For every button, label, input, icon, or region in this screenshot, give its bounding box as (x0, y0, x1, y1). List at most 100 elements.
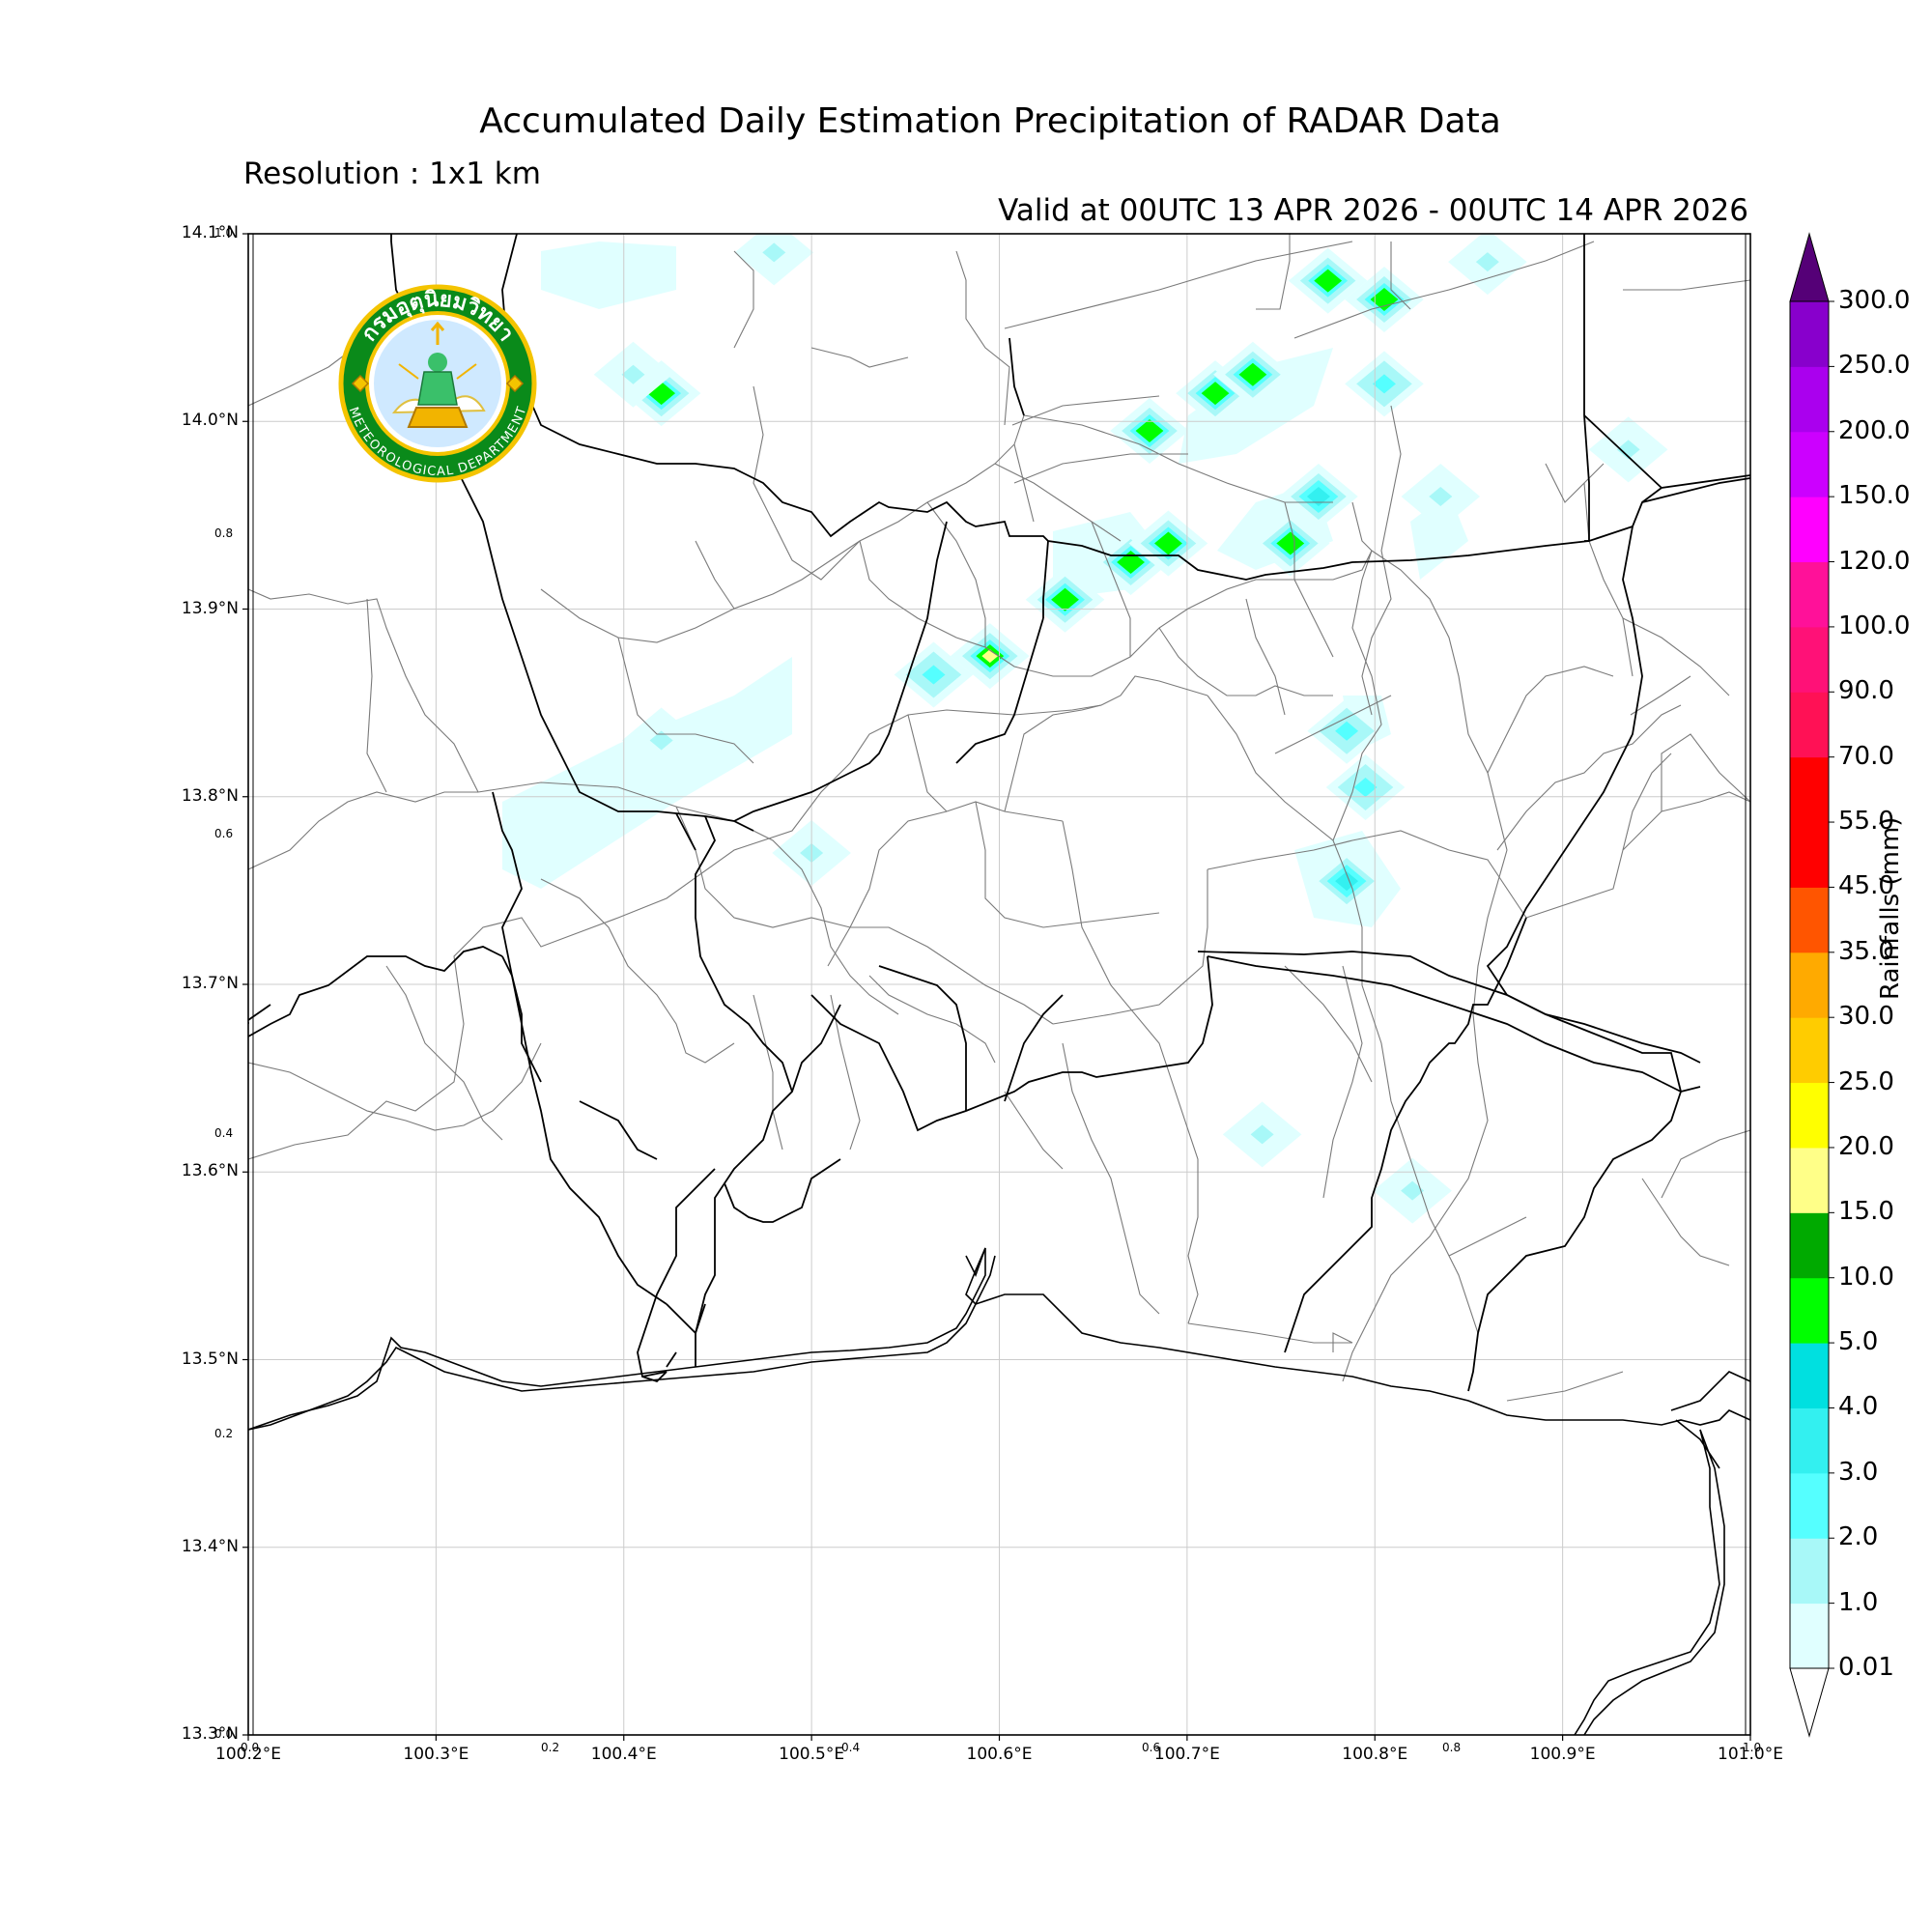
lon-label: 100.4°E (590, 1745, 657, 1764)
colorbar-level-label: 5.0 (1838, 1327, 1879, 1357)
colorbar-level-label: 25.0 (1838, 1066, 1894, 1096)
lon-label: 101.0°E (1718, 1745, 1783, 1764)
colorbar-segment (1790, 756, 1829, 823)
rain-cell (1141, 423, 1158, 438)
colorbar-level-label: 55.0 (1838, 807, 1894, 837)
inner-y-tick: 0.0 (214, 1727, 234, 1741)
inner-x-tick: 0.6 (1142, 1741, 1161, 1754)
colorbar-segment (1790, 692, 1829, 758)
rain-cell (1475, 252, 1499, 272)
rain-cell (1616, 440, 1640, 460)
colorbar-segment (1790, 366, 1829, 433)
colorbar-level-label: 300.0 (1838, 286, 1911, 315)
lat-label: 13.9°N (181, 598, 239, 618)
colorbar-segment (1790, 1603, 1829, 1669)
colorbar-level-label: 4.0 (1838, 1392, 1879, 1422)
rain-layer (502, 234, 1668, 1224)
inner-x-tick: 0.8 (1442, 1741, 1462, 1754)
colorbar-level-label: 1.0 (1838, 1587, 1879, 1617)
colorbar-segment (1790, 822, 1829, 888)
colorbar-level-label: 150.0 (1838, 481, 1911, 511)
inner-x-tick: 0.0 (241, 1741, 260, 1754)
lat-label: 13.8°N (181, 785, 239, 806)
colorbar-under (1789, 1667, 1830, 1738)
colorbar-segment (1790, 497, 1829, 563)
colorbar-level-label: 70.0 (1838, 741, 1894, 771)
drizzle-area (1179, 348, 1333, 464)
colorbar-segment (1790, 952, 1829, 1018)
rain-cell (1372, 374, 1396, 394)
drizzle-area (502, 657, 792, 889)
lon-label: 100.3°E (403, 1745, 469, 1764)
district-boundaries (248, 234, 1750, 1402)
drizzle-area (541, 242, 676, 309)
colorbar-segment (1790, 1277, 1829, 1344)
rain-cell (1244, 367, 1262, 382)
colorbar-segment (1790, 561, 1829, 628)
rain-cell (1401, 1180, 1425, 1201)
rain-cell (649, 730, 673, 751)
rain-cell (762, 242, 786, 263)
colorbar-segment (1790, 887, 1829, 953)
tmd-logo: กรมอุตุนิยมวิทยา METEOROLOGICAL DEPARTME… (338, 284, 537, 483)
colorbar (1789, 232, 1834, 1738)
colorbar-level-label: 15.0 (1838, 1197, 1894, 1227)
valid-time: Valid at 00UTC 13 APR 2026 - 00UTC 14 AP… (998, 193, 1748, 228)
colorbar-segment (1790, 1407, 1829, 1474)
lat-label: 14.1°N (181, 223, 239, 242)
inner-y-tick: 1.0 (214, 226, 234, 240)
colorbar-segment (1790, 1538, 1829, 1605)
rain-cell (653, 386, 670, 401)
colorbar-segment (1790, 1147, 1829, 1213)
rain-cell (1306, 486, 1330, 506)
colorbar-level-label: 0.01 (1838, 1653, 1894, 1682)
colorbar-level-label: 10.0 (1838, 1262, 1894, 1292)
colorbar-segment (1790, 626, 1829, 693)
colorbar-segment (1790, 1017, 1829, 1084)
inner-y-tick: 0.4 (214, 1126, 234, 1141)
province-boundaries (248, 234, 1750, 1392)
colorbar-level-label: 35.0 (1838, 936, 1894, 966)
colorbar-level-label: 90.0 (1838, 676, 1894, 706)
rain-cell (1250, 1124, 1274, 1145)
rain-cell (1335, 721, 1359, 741)
inner-x-tick: 0.2 (541, 1741, 560, 1754)
colorbar-segment (1790, 301, 1829, 367)
lat-label: 14.0°N (181, 411, 239, 431)
colorbar-level-label: 45.0 (1838, 871, 1894, 901)
rain-cell (1207, 386, 1224, 401)
axis-ticks (242, 233, 1751, 1741)
inner-x-tick: 1.0 (1743, 1741, 1762, 1754)
coastline (248, 1247, 1750, 1735)
colorbar-title: Rainfalls (mm) (1876, 816, 1905, 1000)
rain-cell (1353, 778, 1378, 798)
rain-cell (1057, 592, 1073, 607)
rain-cell (1335, 871, 1359, 892)
colorbar-segment (1790, 1472, 1829, 1539)
lon-label: 100.2°E (215, 1745, 281, 1764)
colorbar-segment (1790, 431, 1829, 497)
rain-cell (621, 364, 645, 384)
colorbar-level-label: 200.0 (1838, 415, 1911, 445)
colorbar-level-label: 30.0 (1838, 1002, 1894, 1032)
lat-label: 13.5°N (181, 1349, 239, 1369)
rain-cell (1320, 273, 1337, 288)
colorbar-segment (1790, 1082, 1829, 1149)
lon-label: 100.9°E (1529, 1745, 1596, 1764)
lat-label: 13.6°N (181, 1161, 239, 1181)
inner-y-tick: 0.8 (214, 526, 234, 540)
colorbar-level-label: 20.0 (1838, 1131, 1894, 1161)
lon-label: 100.5°E (779, 1745, 845, 1764)
rain-cell (1376, 292, 1393, 306)
colorbar-level-label: 250.0 (1838, 351, 1911, 381)
chart-title: Accumulated Daily Estimation Precipitati… (479, 101, 1501, 141)
colorbar-level-label: 2.0 (1838, 1522, 1879, 1552)
colorbar-outline (1789, 300, 1830, 1669)
rain-cell (1122, 554, 1139, 569)
resolution-subtitle: Resolution : 1x1 km (243, 156, 541, 191)
rain-cell (922, 665, 946, 685)
colorbar-level-label: 100.0 (1838, 611, 1911, 640)
lat-label: 13.7°N (181, 974, 239, 993)
inner-y-tick: 0.2 (214, 1427, 234, 1441)
